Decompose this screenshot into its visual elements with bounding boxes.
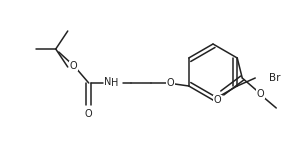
Text: O: O [256, 89, 264, 99]
Text: O: O [167, 78, 175, 88]
Text: O: O [213, 95, 221, 105]
Text: H: H [111, 78, 118, 88]
Text: Br: Br [269, 73, 281, 83]
Text: O: O [70, 61, 78, 71]
Text: N: N [104, 77, 111, 87]
Text: O: O [85, 109, 93, 119]
